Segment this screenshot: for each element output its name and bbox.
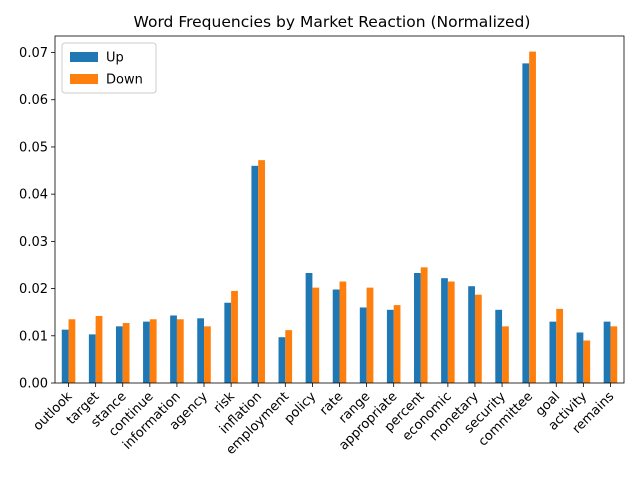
legend-swatch-up [70, 52, 98, 62]
bar-up-percent [414, 273, 421, 383]
y-axis: 0.00 0.01 0.02 0.03 0.04 0.05 0.06 0.07 [19, 46, 55, 392]
bar-down-risk [231, 290, 238, 383]
bar-down-rate [339, 281, 347, 383]
bar-down-activity [583, 340, 591, 383]
bar-down-percent [420, 267, 428, 383]
plot-frame [54, 35, 625, 384]
bar-up-range [359, 307, 367, 383]
bar-down-agency [204, 326, 211, 383]
y-tick-label: 0.03 [19, 235, 48, 250]
bar-up-information [170, 315, 177, 383]
bar-down-security [502, 326, 509, 383]
bar-down-continue [149, 319, 157, 383]
bar-up-goal [549, 321, 557, 383]
bar-down-appropriate [393, 305, 401, 383]
bar-down-goal [556, 308, 564, 383]
legend-swatch-down [70, 74, 98, 84]
legend-label-up: Up [106, 51, 124, 66]
bar-up-remains [603, 321, 611, 383]
bar-up-rate [332, 289, 340, 383]
legend: Up Down [61, 42, 157, 94]
y-tick-label: 0.04 [19, 188, 48, 203]
bar-up-employment [278, 337, 286, 383]
bar-up-economic [441, 278, 448, 383]
y-tick-label: 0.02 [19, 282, 48, 297]
x-axis: outlooktargetstancecontinueinformationag… [31, 383, 617, 458]
bar-down-remains [610, 326, 618, 383]
bar-down-stance [122, 323, 130, 383]
bar-down-information [176, 319, 184, 383]
bar-down-committee [529, 51, 536, 383]
bar-up-target [88, 334, 96, 383]
y-tick-label: 0.06 [19, 93, 48, 108]
bar-up-committee [522, 63, 530, 383]
bar-down-economic [447, 281, 455, 383]
bar-up-stance [115, 326, 123, 383]
chart-title: Word Frequencies by Market Reaction (Nor… [134, 13, 531, 31]
bar-up-outlook [61, 329, 69, 383]
y-tick-label: 0.01 [19, 329, 48, 344]
legend-label-down: Down [106, 73, 143, 88]
bar-down-policy [312, 287, 320, 383]
bar-down-outlook [68, 319, 76, 383]
bars-group [61, 51, 618, 383]
bar-up-risk [224, 302, 232, 383]
bar-up-security [495, 309, 503, 383]
bar-down-monetary [474, 294, 482, 383]
x-tick-label-policy: policy [282, 389, 320, 427]
bar-up-continue [143, 321, 150, 383]
bar-down-range [366, 287, 374, 383]
bar-down-inflation [258, 160, 265, 383]
bar-down-employment [285, 330, 293, 383]
y-tick-label: 0.00 [19, 377, 48, 392]
bar-up-agency [197, 318, 205, 383]
bar-up-appropriate [386, 309, 394, 383]
y-tick-label: 0.05 [19, 140, 48, 155]
bar-up-monetary [468, 286, 475, 383]
bar-up-policy [305, 273, 313, 383]
bar-up-inflation [251, 165, 259, 383]
bar-down-target [95, 315, 103, 383]
bar-up-activity [576, 332, 584, 383]
y-tick-label: 0.07 [19, 46, 48, 61]
